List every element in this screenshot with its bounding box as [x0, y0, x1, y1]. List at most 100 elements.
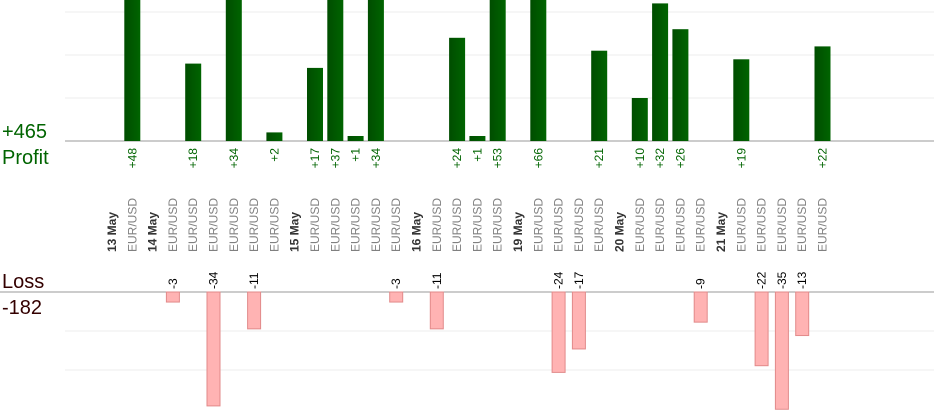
loss-bar: [247, 291, 262, 330]
labels-group: 13 May EUR/USD +48 14 May EUR/USD -3 EUR/USD +1…: [105, 148, 830, 289]
profit-bar: [307, 67, 323, 141]
pair-label: EUR/USD: [430, 198, 444, 252]
loss-value-label: -24: [552, 271, 566, 289]
loss-bar: [795, 291, 810, 337]
profit-value-label: +24: [450, 148, 464, 169]
pair-label: EUR/USD: [227, 198, 241, 252]
profit-bar: [672, 29, 689, 142]
profit-bar: [814, 46, 831, 141]
profit-bar: [449, 37, 466, 141]
pair-label: EUR/USD: [450, 198, 464, 252]
date-label: 13 May: [105, 212, 119, 252]
loss-bar: [429, 291, 444, 330]
pair-label: EUR/USD: [186, 198, 200, 252]
profit-bar: [266, 132, 283, 141]
loss-value-label: -13: [795, 271, 809, 289]
profit-value-label: +34: [369, 148, 383, 169]
pair-label: EUR/USD: [734, 198, 748, 252]
pair-label: EUR/USD: [592, 198, 606, 252]
pair-label: EUR/USD: [653, 198, 667, 252]
loss-value-label: -9: [694, 278, 708, 289]
loss-bar: [693, 291, 708, 323]
pair-label: EUR/USD: [207, 198, 221, 252]
profit-value-label: +1: [470, 148, 484, 162]
profit-value-label: +66: [531, 148, 545, 169]
profit-value-label: +37: [328, 148, 342, 169]
profit-bar: [652, 3, 669, 142]
pair-label: EUR/USD: [694, 198, 708, 252]
pair-label: EUR/USD: [125, 198, 139, 252]
profit-value-label: +48: [125, 148, 139, 169]
profit-bar: [185, 63, 202, 141]
profit-value-label: +18: [186, 148, 200, 169]
pair-label: EUR/USD: [816, 198, 830, 252]
pair-label: EUR/USD: [552, 198, 566, 252]
profit-bar: [347, 136, 364, 141]
profit-value-label: +10: [633, 148, 647, 169]
date-label: 19 May: [511, 212, 525, 252]
profit-bar: [327, 0, 344, 141]
loss-value-label: -11: [247, 272, 261, 289]
profit-value-label: +26: [673, 148, 687, 169]
profit-label: Profit: [2, 147, 49, 169]
profit-value-label: +19: [734, 148, 748, 169]
profit-value-label: +22: [816, 148, 830, 169]
profit-bar: [225, 0, 242, 141]
loss-bar: [165, 291, 180, 303]
loss-value-label: -3: [389, 278, 403, 289]
pair-label: EUR/USD: [470, 198, 484, 252]
pair-label: EUR/USD: [531, 198, 545, 252]
loss-bar: [774, 291, 789, 410]
loss-bar: [551, 291, 566, 373]
profit-value-label: +2: [267, 148, 281, 162]
pair-label: EUR/USD: [267, 198, 281, 252]
profit-bar: [530, 0, 547, 141]
profit-value-label: +17: [308, 148, 322, 169]
pair-label: EUR/USD: [755, 198, 769, 252]
date-label: 14 May: [146, 212, 160, 252]
loss-bar: [206, 291, 221, 407]
loss-bar: [389, 291, 404, 303]
pair-label: EUR/USD: [247, 198, 261, 252]
loss-bar: [571, 291, 586, 350]
profit-bar: [631, 98, 648, 141]
loss-value-label: -22: [755, 271, 769, 289]
pair-label: EUR/USD: [166, 198, 180, 252]
bars-group: [124, 0, 831, 410]
date-label: 16 May: [410, 212, 424, 252]
profit-value-label: +53: [491, 148, 505, 169]
date-label: 15 May: [288, 212, 302, 252]
profit-bar: [469, 136, 486, 141]
profit-total: +465: [2, 121, 47, 143]
pair-label: EUR/USD: [349, 198, 363, 252]
loss-value-label: -11: [430, 272, 444, 289]
profit-value-label: +32: [653, 148, 667, 169]
loss-value-label: -3: [166, 278, 180, 289]
profit-value-label: +1: [349, 148, 363, 162]
pair-label: EUR/USD: [795, 198, 809, 252]
profit-bar: [489, 0, 506, 141]
profit-bar: [733, 59, 750, 141]
pair-label: EUR/USD: [308, 198, 322, 252]
pair-label: EUR/USD: [491, 198, 505, 252]
pair-label: EUR/USD: [328, 198, 342, 252]
pair-label: EUR/USD: [633, 198, 647, 252]
date-label: 21 May: [714, 212, 728, 252]
date-label: 20 May: [613, 212, 627, 252]
profit-bar: [591, 50, 608, 142]
loss-value-label: -34: [207, 271, 221, 289]
pair-label: EUR/USD: [775, 198, 789, 252]
pair-label: EUR/USD: [572, 198, 586, 252]
pair-label: EUR/USD: [673, 198, 687, 252]
loss-label: Loss: [2, 271, 44, 293]
pair-label: EUR/USD: [389, 198, 403, 252]
pair-label: EUR/USD: [369, 198, 383, 252]
profit-value-label: +21: [592, 148, 606, 169]
profit-bar: [124, 0, 141, 141]
loss-total: -182: [2, 297, 42, 319]
profit-value-label: +34: [227, 148, 241, 169]
loss-value-label: -17: [572, 271, 586, 289]
loss-value-label: -35: [775, 271, 789, 289]
profit-bar: [367, 0, 384, 141]
